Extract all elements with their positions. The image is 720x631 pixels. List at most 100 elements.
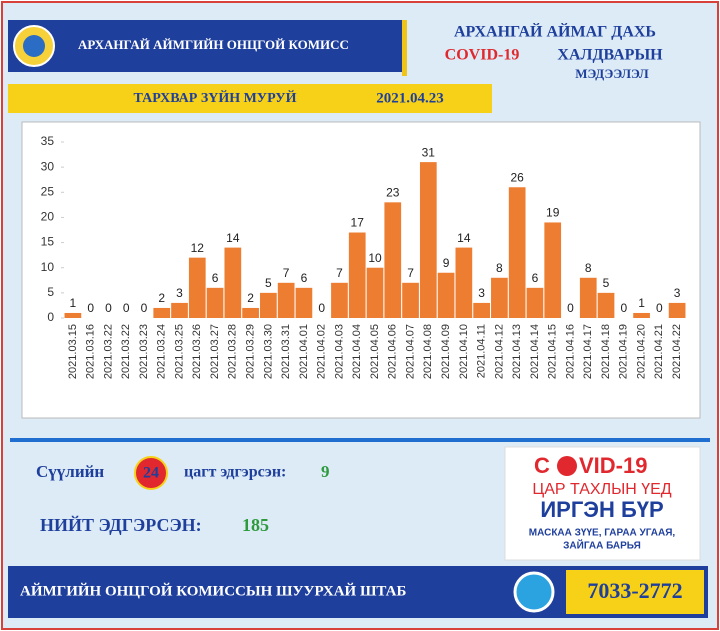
value-label: 1	[70, 296, 77, 310]
y-tick-label: 10	[41, 260, 55, 274]
value-label: 7	[407, 266, 414, 280]
bar-chart: 0510152025303512021.03.1502021.03.160202…	[41, 134, 686, 379]
value-label: 0	[105, 301, 112, 315]
phone-icon	[513, 571, 555, 613]
value-label: 2	[247, 291, 254, 305]
x-tick-label: 2021.04.09	[440, 324, 452, 379]
x-tick-label: 2021.04.11	[476, 324, 488, 378]
value-label: 6	[532, 271, 539, 285]
bar	[633, 312, 650, 318]
bar	[206, 287, 224, 318]
org-accent	[402, 20, 407, 76]
value-label: 0	[141, 301, 148, 315]
bar	[402, 282, 419, 318]
x-tick-label: 2021.04.17	[582, 324, 594, 379]
recovered-prefix: Сүүлийн	[36, 462, 104, 481]
bar	[224, 247, 242, 318]
y-tick-label: 5	[47, 285, 54, 299]
bar	[295, 287, 313, 318]
x-tick-label: 2021.04.15	[547, 324, 559, 379]
logo-inner	[23, 35, 45, 57]
x-tick-label: 2021.03.16	[85, 324, 97, 379]
bar	[526, 287, 544, 318]
bar	[419, 162, 437, 318]
x-tick-label: 2021.04.14	[529, 324, 541, 379]
title-covid: COVID-19	[445, 47, 520, 64]
value-label: 0	[567, 301, 574, 315]
value-label: 31	[422, 145, 436, 159]
bar	[508, 187, 526, 318]
x-tick-label: 2021.03.31	[280, 324, 292, 379]
x-tick-label: 2021.03.15	[67, 324, 79, 379]
x-tick-label: 2021.04.04	[351, 324, 363, 379]
x-tick-label: 2021.04.16	[564, 324, 576, 379]
banner-line: ЦАР ТАХЛЫН ҮЕД	[532, 481, 671, 498]
value-label: 19	[546, 206, 560, 220]
value-label: 7	[283, 266, 290, 280]
divider	[10, 438, 710, 442]
value-label: 0	[123, 301, 130, 315]
bar	[188, 257, 206, 318]
value-label: 0	[318, 301, 325, 315]
bar	[348, 232, 366, 318]
x-tick-label: 2021.04.19	[618, 324, 630, 379]
value-label: 3	[176, 286, 183, 300]
bar	[384, 202, 402, 318]
bar	[579, 277, 597, 318]
y-tick-label: 0	[47, 310, 54, 324]
bar	[366, 267, 384, 318]
value-label: 5	[603, 276, 610, 290]
bar	[544, 222, 562, 318]
bar	[668, 302, 686, 318]
value-label: 14	[226, 231, 240, 245]
phone-box	[566, 570, 704, 614]
bar	[277, 282, 295, 318]
value-label: 6	[301, 271, 308, 285]
bar	[171, 302, 188, 318]
y-tick-label: 35	[41, 134, 55, 148]
virus-icon	[557, 456, 577, 476]
x-tick-label: 2021.04.01	[298, 324, 310, 379]
value-label: 7	[336, 266, 343, 280]
subtitle-bar	[8, 84, 492, 113]
title-line: ХАЛДВАРЫН	[557, 47, 663, 64]
value-label: 6	[212, 271, 219, 285]
banner-line: МАСКАА ЗҮҮЕ, ГАРАА УГААЯ,	[529, 528, 676, 539]
bar	[331, 282, 348, 318]
value-label: 26	[510, 170, 524, 184]
chart-title: ТАРХВАР ЗҮЙН МУРУЙ	[134, 89, 297, 106]
title-line: МЭДЭЭЛЭЛ	[575, 66, 649, 81]
total: 185	[242, 515, 269, 535]
x-tick-label: 2021.04.02	[316, 324, 328, 379]
org-box	[8, 20, 402, 72]
x-tick-label: 2021.04.08	[422, 324, 434, 379]
x-tick-label: 2021.04.10	[458, 324, 470, 379]
banner-line: ИРГЭН БҮР	[540, 497, 663, 522]
x-tick-label: 2021.04.07	[404, 324, 416, 379]
bar	[64, 312, 82, 318]
value-label: 8	[585, 261, 592, 275]
x-tick-label: 2021.04.06	[387, 324, 399, 379]
x-tick-label: 2021.04.22	[671, 324, 683, 379]
bar	[473, 302, 490, 318]
x-tick-label: 2021.04.05	[369, 324, 381, 379]
bar	[242, 307, 259, 318]
org-name: АРХАНГАЙ АЙМГИЙН ОНЦГОЙ КОМИСС	[78, 37, 349, 52]
value-label: 0	[656, 301, 663, 315]
bar	[153, 307, 171, 318]
chart-date: 2021.04.23	[376, 90, 444, 106]
hours-badge	[134, 456, 168, 490]
banner	[504, 446, 701, 561]
x-tick-label: 2021.03.22	[102, 324, 114, 379]
bar	[260, 292, 277, 318]
value-label: 2	[158, 291, 165, 305]
value-label: 0	[87, 301, 94, 315]
bar	[491, 277, 508, 318]
footer-text: АЙМГИЙН ОНЦГОЙ КОМИССЫН ШУУРХАЙ ШТАБ	[20, 582, 407, 599]
x-tick-label: 2021.04.18	[600, 324, 612, 379]
x-tick-label: 2021.04.03	[333, 324, 345, 379]
x-tick-label: 2021.03.26	[191, 324, 203, 379]
value-label: 12	[191, 241, 205, 255]
x-tick-label: 2021.04.21	[653, 324, 665, 379]
